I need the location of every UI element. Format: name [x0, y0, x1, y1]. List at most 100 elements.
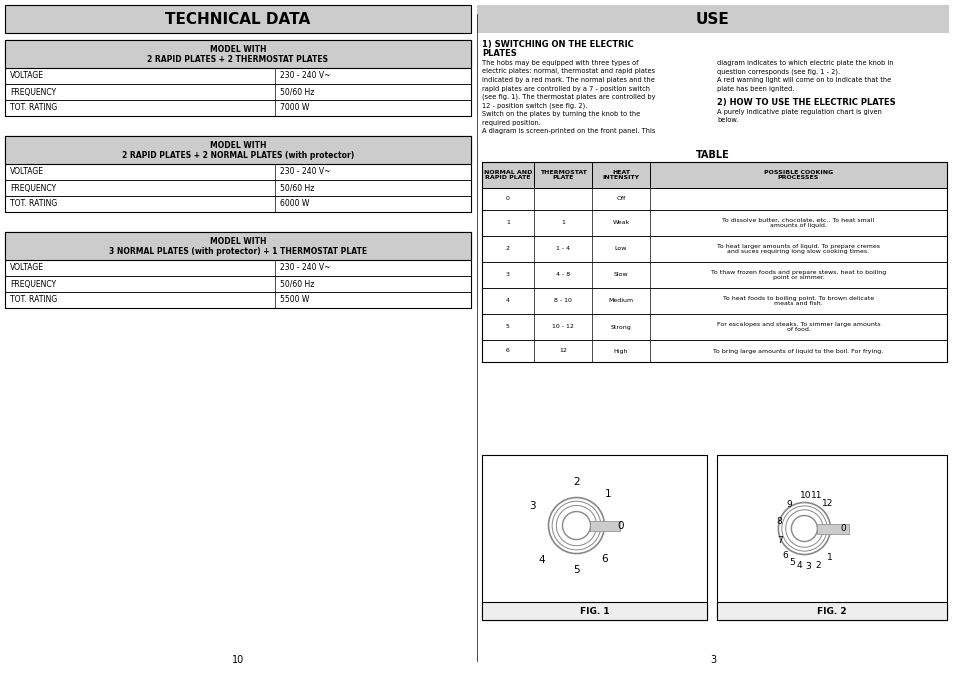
- Bar: [481, 602, 706, 620]
- Text: 1 - 4: 1 - 4: [556, 246, 570, 252]
- Text: Off: Off: [616, 196, 625, 202]
- Text: MODEL WITH: MODEL WITH: [210, 236, 266, 246]
- Text: FIG. 2: FIG. 2: [817, 607, 846, 616]
- Text: indicated by a red mark. The normal plates and the: indicated by a red mark. The normal plat…: [481, 77, 654, 83]
- Text: VOLTAGE: VOLTAGE: [10, 263, 44, 273]
- Text: 5500 W: 5500 W: [280, 296, 309, 304]
- Text: question corresponds (see fig. 1 - 2).: question corresponds (see fig. 1 - 2).: [717, 68, 840, 75]
- Text: plate has been ignited.: plate has been ignited.: [717, 86, 794, 92]
- Text: To thaw frozen foods and prepare stews, heat to boiling
point or simmer.: To thaw frozen foods and prepare stews, …: [710, 269, 885, 280]
- Text: FIG. 1: FIG. 1: [579, 607, 609, 616]
- Text: 230 - 240 V~: 230 - 240 V~: [280, 167, 330, 176]
- Text: 6: 6: [781, 551, 787, 560]
- Text: TOT. RATING: TOT. RATING: [10, 200, 57, 209]
- Text: 5: 5: [505, 325, 510, 329]
- Bar: [481, 188, 946, 210]
- Text: electric plates: normal, thermostat and rapid plates: electric plates: normal, thermostat and …: [481, 68, 655, 74]
- Bar: [481, 288, 946, 314]
- Text: 50/60 Hz: 50/60 Hz: [280, 279, 314, 288]
- Text: A diagram is screen-printed on the front panel. This: A diagram is screen-printed on the front…: [481, 128, 655, 134]
- Text: To bring large amounts of liquid to the boil. For frying.: To bring large amounts of liquid to the …: [713, 348, 882, 354]
- Bar: [481, 236, 946, 262]
- Text: To heat larger amounts of liquid. To prepare cremes
and suces requiring long slo: To heat larger amounts of liquid. To pre…: [717, 244, 879, 254]
- Text: 10: 10: [799, 491, 810, 500]
- Text: 8: 8: [776, 517, 781, 526]
- Text: 2 RAPID PLATES + 2 NORMAL PLATES (with protector): 2 RAPID PLATES + 2 NORMAL PLATES (with p…: [122, 151, 354, 161]
- Text: TOT. RATING: TOT. RATING: [10, 296, 57, 304]
- Text: TOT. RATING: TOT. RATING: [10, 103, 57, 113]
- Text: 4: 4: [505, 298, 510, 304]
- Text: 230 - 240 V~: 230 - 240 V~: [280, 263, 330, 273]
- Text: 1) SWITCHING ON THE ELECTRIC: 1) SWITCHING ON THE ELECTRIC: [481, 40, 633, 49]
- Text: 6000 W: 6000 W: [280, 200, 309, 209]
- Text: Switch on the plates by turning the knob to the: Switch on the plates by turning the knob…: [481, 111, 639, 117]
- Text: 8 - 10: 8 - 10: [554, 298, 572, 304]
- Text: 10 - 12: 10 - 12: [552, 325, 574, 329]
- Text: FREQUENCY: FREQUENCY: [10, 184, 56, 192]
- Bar: [481, 262, 946, 288]
- Text: 6: 6: [505, 348, 510, 354]
- Text: 4 - 8: 4 - 8: [556, 273, 570, 277]
- Bar: [5, 232, 471, 308]
- Text: FREQUENCY: FREQUENCY: [10, 279, 56, 288]
- Text: TECHNICAL DATA: TECHNICAL DATA: [165, 11, 311, 26]
- Bar: [5, 136, 471, 212]
- Text: MODEL WITH: MODEL WITH: [210, 140, 266, 149]
- Text: 50/60 Hz: 50/60 Hz: [280, 184, 314, 192]
- Bar: [5, 68, 471, 84]
- Text: Low: Low: [614, 246, 626, 252]
- Text: 12 - position switch (see fig. 2).: 12 - position switch (see fig. 2).: [481, 103, 587, 109]
- Text: 5: 5: [788, 558, 794, 567]
- Text: High: High: [613, 348, 628, 354]
- Text: 0: 0: [840, 524, 845, 533]
- Text: 5: 5: [573, 564, 579, 574]
- Text: 0: 0: [505, 196, 510, 202]
- Bar: [5, 40, 471, 68]
- Bar: [481, 162, 946, 188]
- Text: 2: 2: [573, 477, 579, 487]
- Bar: [5, 136, 471, 164]
- Text: 6: 6: [600, 554, 607, 564]
- Text: Weak: Weak: [612, 221, 629, 225]
- Bar: [5, 100, 471, 116]
- Text: Slow: Slow: [613, 273, 628, 277]
- Bar: [5, 196, 471, 212]
- Text: 1: 1: [505, 221, 510, 225]
- Text: required position.: required position.: [481, 119, 540, 126]
- Bar: [481, 340, 946, 362]
- Text: TABLE: TABLE: [696, 150, 729, 160]
- Bar: [5, 276, 471, 292]
- Bar: [817, 524, 848, 533]
- Text: Medium: Medium: [608, 298, 633, 304]
- Text: 0: 0: [617, 520, 623, 531]
- Bar: [5, 180, 471, 196]
- Text: 7: 7: [777, 536, 782, 545]
- Text: VOLTAGE: VOLTAGE: [10, 167, 44, 176]
- Text: THERMOSTAT
PLATE: THERMOSTAT PLATE: [539, 169, 586, 180]
- Text: 1: 1: [604, 489, 611, 500]
- Text: 4: 4: [796, 561, 801, 570]
- Text: A purely indicative plate regulation chart is given: A purely indicative plate regulation cha…: [717, 109, 881, 115]
- Text: 3: 3: [505, 273, 510, 277]
- Text: 9: 9: [785, 500, 791, 509]
- Text: 12: 12: [558, 348, 566, 354]
- Text: 7000 W: 7000 W: [280, 103, 309, 113]
- Text: diagram indicates to which electric plate the knob in: diagram indicates to which electric plat…: [717, 60, 893, 66]
- Text: 230 - 240 V~: 230 - 240 V~: [280, 72, 330, 80]
- Text: 2: 2: [815, 561, 820, 570]
- Text: 1: 1: [560, 221, 564, 225]
- Text: Strong: Strong: [610, 325, 631, 329]
- Bar: [717, 455, 946, 620]
- Text: 50/60 Hz: 50/60 Hz: [280, 88, 314, 97]
- Text: 3: 3: [804, 562, 810, 571]
- Text: MODEL WITH: MODEL WITH: [210, 45, 266, 53]
- Bar: [5, 260, 471, 276]
- Text: POSSIBLE COOKING
PROCESSES: POSSIBLE COOKING PROCESSES: [763, 169, 832, 180]
- Text: 2 RAPID PLATES + 2 THERMOSTAT PLATES: 2 RAPID PLATES + 2 THERMOSTAT PLATES: [148, 55, 328, 65]
- Bar: [717, 602, 946, 620]
- Bar: [5, 292, 471, 308]
- Text: PLATES: PLATES: [481, 49, 517, 58]
- Text: A red warning light will come on to indicate that the: A red warning light will come on to indi…: [717, 77, 890, 83]
- Bar: [481, 162, 946, 362]
- Text: The hobs may be equipped with three types of: The hobs may be equipped with three type…: [481, 60, 638, 66]
